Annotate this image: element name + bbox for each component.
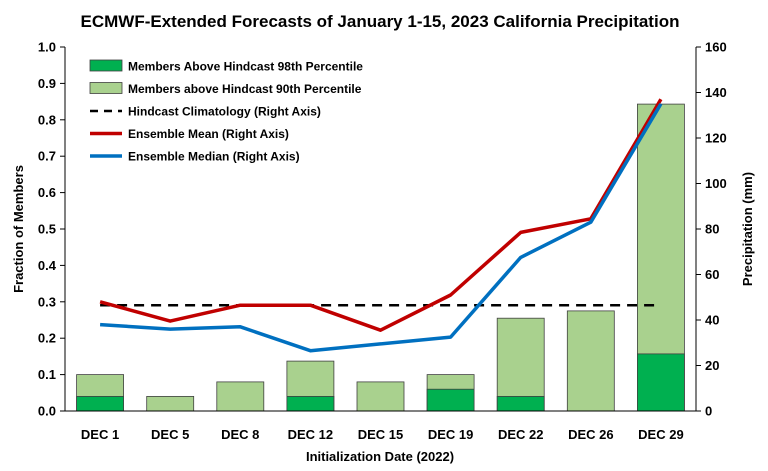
chart-title: ECMWF-Extended Forecasts of January 1-15…: [81, 12, 680, 31]
legend-label-2: Hindcast Climatology (Right Axis): [128, 105, 321, 119]
left-tick-label-2: 0.2: [38, 331, 56, 346]
left-tick-label-6: 0.6: [38, 185, 56, 200]
legend-label-0: Members Above Hindcast 98th Percentile: [128, 60, 363, 74]
bar-series-0-6: [496, 395, 545, 412]
left-tick-label-5: 0.5: [38, 222, 56, 237]
right-tick-label-1: 20: [705, 358, 719, 373]
legend-label-1: Members above Hindcast 90th Percentile: [128, 82, 362, 96]
right-tick-label-6: 120: [705, 131, 727, 146]
x-axis-ticks: DEC 1 DEC 5 DEC 8 DEC 12 DEC 15 DEC 19 DEC 22 D…: [81, 427, 684, 442]
legend: Members Above Hindcast 98th Percentile Me…: [89, 59, 363, 164]
right-tick-label-7: 140: [705, 85, 727, 100]
x-tick-label-8: DEC 29: [638, 427, 684, 442]
x-tick-label-7: DEC 26: [568, 427, 614, 442]
bar-series-1-4: [356, 381, 405, 412]
legend-label-3: Ensemble Mean (Right Axis): [128, 127, 289, 141]
x-tick-label-5: DEC 19: [428, 427, 474, 442]
x-tick-label-2: DEC 8: [221, 427, 259, 442]
y2-axis-label: Precipitation (mm): [740, 172, 755, 286]
left-tick-label-7: 0.7: [38, 149, 56, 164]
legend-swatch-0: [89, 59, 123, 72]
right-tick-label-8: 160: [705, 40, 727, 55]
bar-series-0-0: [76, 395, 124, 412]
legend-swatch-1: [89, 82, 123, 94]
right-tick-label-5: 100: [705, 176, 727, 191]
right-axis-ticks: 0 20 40 60 80 100 120 140 160: [696, 40, 727, 419]
bar-series-0-3: [286, 395, 335, 412]
right-tick-label-3: 60: [705, 267, 719, 282]
bar-series-1-2: [216, 381, 265, 412]
left-tick-label-0: 0.0: [38, 404, 56, 419]
left-tick-label-4: 0.4: [38, 258, 57, 273]
y-axis-label: Fraction of Members: [11, 165, 26, 293]
line-series-4: [99, 103, 663, 353]
right-tick-label-2: 40: [705, 313, 719, 328]
x-axis-label: Initialization Date (2022): [306, 449, 454, 464]
x-tick-label-4: DEC 15: [358, 427, 404, 442]
line-series-3: [99, 98, 663, 332]
left-tick-label-8: 0.8: [38, 112, 56, 127]
left-tick-label-9: 0.9: [38, 76, 56, 91]
x-tick-label-3: DEC 12: [288, 427, 334, 442]
bars-layer: [76, 103, 685, 412]
bar-series-1-1: [146, 395, 195, 412]
x-tick-label-6: DEC 22: [498, 427, 544, 442]
right-tick-label-4: 80: [705, 222, 719, 237]
right-tick-label-0: 0: [705, 404, 712, 419]
left-tick-label-3: 0.3: [38, 294, 56, 309]
x-tick-label-1: DEC 5: [151, 427, 189, 442]
left-tick-label-10: 1.0: [38, 40, 56, 55]
x-tick-label-0: DEC 1: [81, 427, 119, 442]
bar-series-1-7: [566, 310, 615, 412]
bar-series-0-5: [426, 388, 475, 412]
lines-layer: [99, 98, 663, 353]
left-tick-label-1: 0.1: [38, 367, 56, 382]
left-axis-ticks: 0.0 0.1 0.2 0.3 0.4 0.5 0.6 0.7 0.8 0.9 1.0: [38, 40, 65, 419]
bar-series-0-8: [637, 353, 685, 412]
legend-label-4: Ensemble Median (Right Axis): [128, 150, 300, 164]
